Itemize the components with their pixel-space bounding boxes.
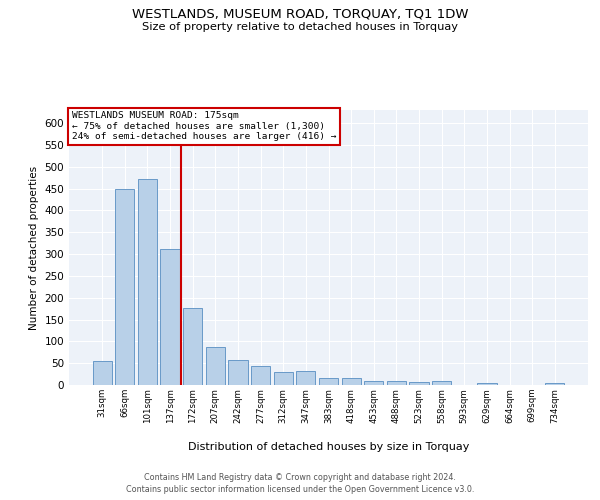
Bar — [160, 249, 180, 385]
Bar — [115, 188, 134, 385]
Bar — [138, 179, 157, 385]
Text: Size of property relative to detached houses in Torquay: Size of property relative to detached ho… — [142, 22, 458, 32]
Text: WESTLANDS MUSEUM ROAD: 175sqm
← 75% of detached houses are smaller (1,300)
24% o: WESTLANDS MUSEUM ROAD: 175sqm ← 75% of d… — [71, 112, 336, 141]
Bar — [296, 371, 316, 385]
Bar — [545, 383, 565, 385]
Bar — [206, 346, 225, 385]
Bar — [387, 380, 406, 385]
Bar — [274, 372, 293, 385]
Bar — [92, 361, 112, 385]
Bar — [364, 380, 383, 385]
Bar — [229, 360, 248, 385]
Text: Distribution of detached houses by size in Torquay: Distribution of detached houses by size … — [188, 442, 469, 452]
Bar — [432, 380, 451, 385]
Bar — [341, 378, 361, 385]
Bar — [183, 308, 202, 385]
Bar — [319, 378, 338, 385]
Bar — [477, 383, 497, 385]
Y-axis label: Number of detached properties: Number of detached properties — [29, 166, 39, 330]
Text: Contains HM Land Registry data © Crown copyright and database right 2024.: Contains HM Land Registry data © Crown c… — [144, 472, 456, 482]
Bar — [251, 366, 270, 385]
Bar — [409, 382, 428, 385]
Text: Contains public sector information licensed under the Open Government Licence v3: Contains public sector information licen… — [126, 485, 474, 494]
Text: WESTLANDS, MUSEUM ROAD, TORQUAY, TQ1 1DW: WESTLANDS, MUSEUM ROAD, TORQUAY, TQ1 1DW — [132, 8, 468, 20]
